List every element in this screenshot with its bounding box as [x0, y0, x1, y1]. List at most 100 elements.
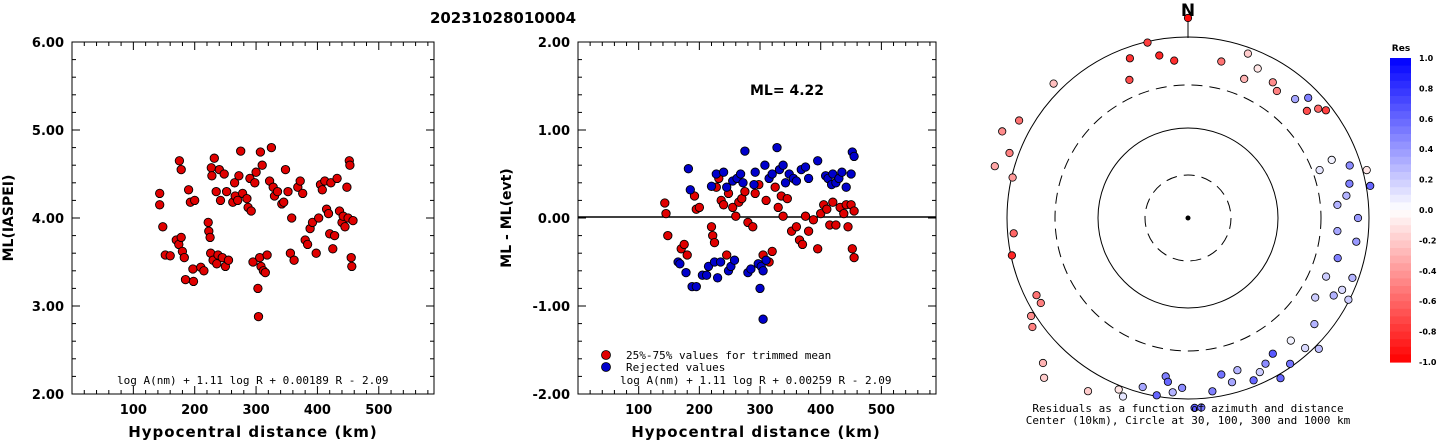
data-point — [729, 255, 740, 265]
residual-point — [990, 162, 999, 171]
panel1-xtick-label: 400 — [304, 403, 331, 418]
panel2-xtick-label: 300 — [746, 403, 773, 418]
panel1-axes: 100 200 300 400 500 2.00 3.00 4.00 5.00 6.00 — [32, 36, 434, 418]
colorbar-tick-label: 1.0 — [1419, 54, 1434, 63]
residual-point — [1014, 116, 1024, 125]
residual-point — [1138, 382, 1147, 392]
residual-point — [1291, 95, 1300, 104]
data-point — [183, 185, 194, 195]
colorbar-cell — [1390, 149, 1411, 158]
data-point — [791, 222, 802, 232]
colorbar-cell — [1390, 58, 1411, 67]
colorbar: Res 1.0 0.8 0.6 0.4 0.2 0.0 -0.2 -0.4 -0.6 -0.8 -1… — [1390, 44, 1437, 367]
data-point — [691, 281, 701, 292]
data-point — [849, 151, 859, 162]
colorbar-cell — [1390, 73, 1411, 82]
data-point — [260, 267, 270, 278]
panel1-xtick-label: 500 — [365, 403, 392, 418]
data-point — [749, 179, 759, 190]
residual-point — [1032, 291, 1041, 300]
data-point — [287, 213, 297, 223]
data-point — [212, 259, 222, 269]
residual-point — [1286, 359, 1295, 368]
panel1-xtick-label: 200 — [181, 403, 208, 418]
colorbar-cell — [1390, 331, 1411, 340]
ml-vs-distance-panel: ML(IASPEI) Hypocentral distance (km) log… — [1, 36, 435, 441]
panel1-ytick-label: 6.00 — [32, 36, 64, 51]
azimuth-points — [990, 13, 1375, 412]
residual-point — [1143, 38, 1152, 47]
data-point — [709, 237, 720, 248]
data-point — [755, 283, 765, 294]
data-point — [803, 226, 814, 236]
colorbar-cell — [1390, 248, 1411, 257]
residual-point — [1329, 291, 1338, 300]
residual-point — [1009, 229, 1018, 238]
panel2-xtick-label: 200 — [686, 403, 713, 418]
residual-point — [1178, 383, 1187, 392]
circle-1000km — [1006, 36, 1370, 400]
panel2-ytick-label: -2.00 — [533, 388, 570, 403]
data-point — [706, 181, 717, 191]
data-point — [203, 217, 213, 228]
data-point — [718, 200, 729, 210]
data-point — [311, 248, 321, 258]
azimuth-residual-panel: N Residuals as a function of azimuth and… — [990, 1, 1375, 427]
data-point — [307, 217, 318, 228]
data-point — [803, 173, 814, 184]
residual-point — [998, 127, 1007, 136]
data-point — [791, 176, 802, 186]
data-point — [323, 208, 334, 219]
colorbar-cell — [1390, 263, 1411, 272]
residual-point — [1208, 387, 1217, 396]
colorbar-tick-label: 0.8 — [1419, 84, 1434, 93]
data-point — [207, 171, 217, 181]
panel2-ytick-label: -1.00 — [533, 300, 570, 315]
data-point — [347, 261, 357, 272]
data-point — [329, 230, 340, 241]
data-point — [694, 202, 705, 213]
residual-point — [1333, 254, 1342, 263]
data-point — [155, 200, 165, 210]
data-point — [722, 182, 732, 192]
colorbar-cell — [1390, 286, 1411, 295]
residual-point — [1272, 86, 1282, 96]
residual-point — [1243, 49, 1253, 58]
panel2-ytick-label: 1.00 — [538, 124, 570, 139]
residual-point — [1155, 51, 1164, 60]
residual-point — [1038, 358, 1048, 368]
colorbar-tick-label: 0.4 — [1419, 145, 1434, 154]
panel1-xtick-label: 300 — [242, 403, 269, 418]
colorbar-cell — [1390, 301, 1411, 310]
colorbar-cell — [1390, 164, 1411, 173]
residual-point — [1040, 373, 1049, 382]
residual-point — [1310, 319, 1319, 329]
data-point — [679, 239, 689, 250]
legend-label-trimmed: 25%-75% values for trimmed mean — [626, 349, 831, 362]
residual-point — [1333, 200, 1342, 209]
colorbar-title: Res — [1392, 44, 1410, 54]
panel2-points — [660, 142, 859, 324]
residual-point — [1125, 54, 1135, 63]
data-point — [340, 222, 350, 232]
data-point — [735, 169, 746, 179]
data-point — [236, 146, 246, 156]
data-point — [229, 178, 240, 188]
colorbar-cell — [1390, 194, 1411, 203]
colorbar-cell — [1390, 339, 1411, 348]
residual-point — [1322, 272, 1331, 281]
data-point — [767, 169, 777, 179]
data-point — [740, 146, 750, 156]
residual-point — [1118, 392, 1128, 401]
legend-swatch-rejected — [601, 362, 611, 372]
data-point — [722, 250, 732, 260]
colorbar-cell — [1390, 278, 1411, 287]
data-point — [831, 220, 841, 230]
residual-point — [1217, 370, 1226, 379]
colorbar-cell — [1390, 217, 1411, 226]
residual-point — [1005, 148, 1014, 158]
colorbar-cell — [1390, 103, 1411, 112]
data-point — [215, 195, 226, 206]
residual-point — [1255, 367, 1264, 377]
